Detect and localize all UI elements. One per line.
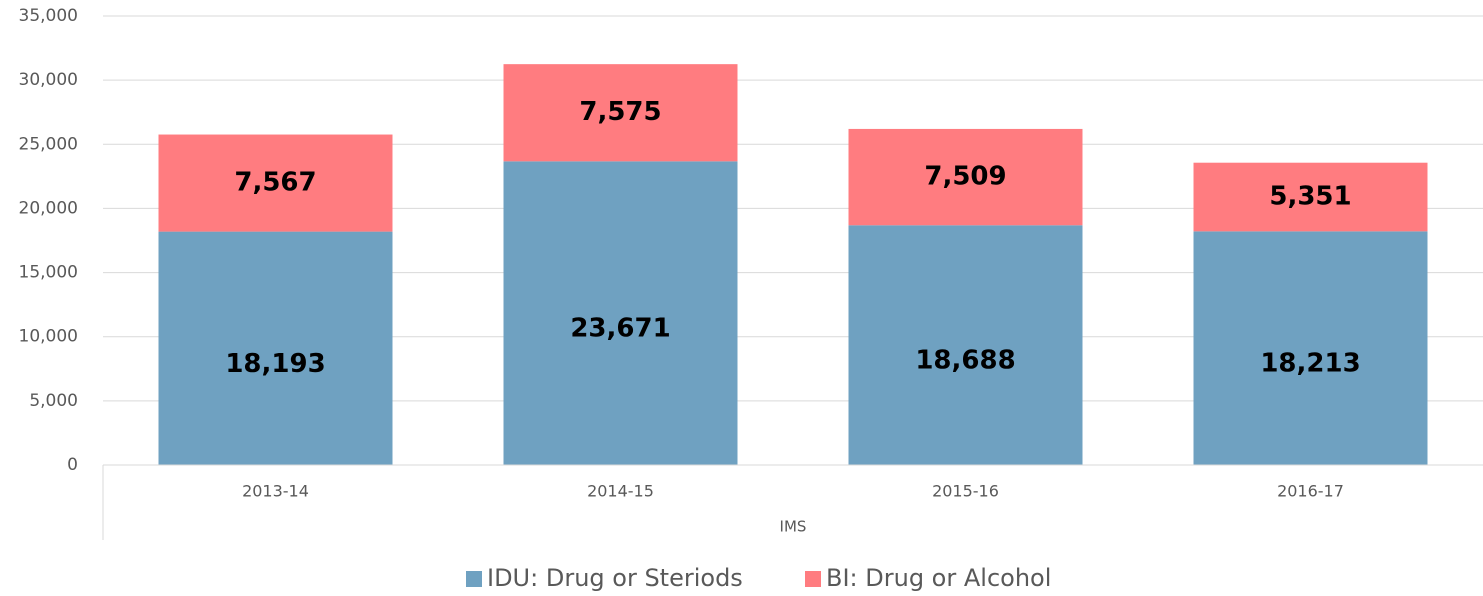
bar-segment	[503, 64, 738, 162]
legend-swatch	[805, 571, 821, 587]
x-tick-label: 2013-14	[242, 482, 309, 501]
y-tick-label: 25,000	[19, 134, 78, 154]
y-tick-label: 35,000	[19, 6, 78, 26]
data-label: 18,193	[225, 349, 325, 379]
legend-label: IDU: Drug or Steriods	[487, 564, 743, 592]
bar-segment	[1193, 231, 1428, 465]
y-tick-label: 15,000	[19, 263, 78, 283]
data-label: 23,671	[570, 314, 670, 344]
bar-segment	[848, 128, 1083, 226]
data-label: 7,509	[924, 162, 1006, 192]
group-label: IMS	[780, 518, 807, 536]
data-label: 7,575	[579, 97, 661, 127]
y-tick-label: 30,000	[19, 70, 78, 90]
x-tick-label: 2016-17	[1277, 482, 1344, 501]
x-tick-label: 2015-16	[932, 482, 999, 501]
legend-swatch	[466, 571, 482, 587]
y-tick-label: 20,000	[19, 198, 78, 218]
bar-segment	[158, 231, 393, 465]
data-label: 7,567	[234, 168, 316, 198]
bar-segment	[503, 161, 738, 465]
y-tick-label: 0	[67, 455, 78, 475]
data-label: 18,688	[915, 346, 1015, 376]
y-tick-label: 10,000	[19, 327, 78, 347]
y-tick-label: 5,000	[29, 391, 78, 411]
legend-label: BI: Drug or Alcohol	[826, 564, 1051, 592]
data-label: 18,213	[1260, 349, 1360, 379]
bar-segment	[848, 225, 1083, 465]
data-label: 5,351	[1269, 182, 1351, 212]
bar-segment	[158, 134, 393, 232]
x-tick-label: 2014-15	[587, 482, 654, 501]
bar-segment	[1193, 162, 1428, 232]
